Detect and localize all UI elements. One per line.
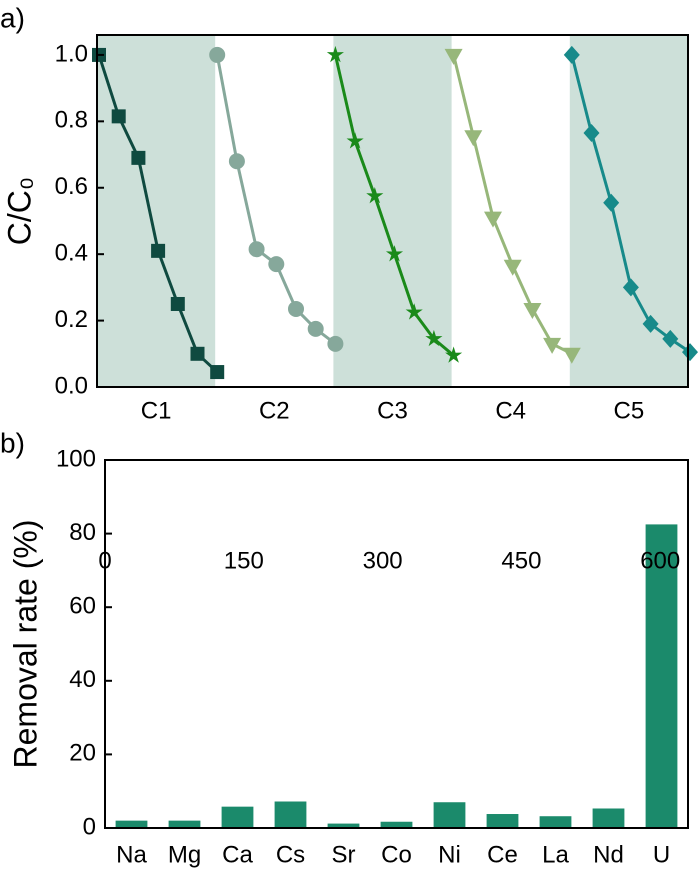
marker: [563, 45, 580, 64]
y-axis-title: Removal rate (%): [7, 520, 43, 769]
marker: [268, 256, 285, 273]
marker: [622, 278, 639, 297]
x2-tick-label: 600: [640, 547, 680, 574]
marker: [326, 45, 344, 63]
marker: [464, 130, 483, 147]
x-tick-label: C5: [614, 397, 645, 424]
marker: [523, 302, 542, 319]
y-tick-label: 0.0: [55, 372, 88, 399]
marker: [503, 259, 522, 276]
plot-frame: [96, 34, 689, 388]
cycle-band: [97, 35, 216, 387]
bar: [433, 802, 466, 828]
y-tick-label: 0.6: [55, 173, 88, 200]
x-tick-label: C4: [495, 397, 526, 424]
bar: [645, 524, 678, 828]
marker: [562, 347, 581, 364]
panel-label: b): [0, 427, 25, 458]
marker: [288, 300, 304, 317]
x2-tick-label: 150: [224, 547, 264, 574]
y-tick-label: 20: [69, 740, 96, 767]
x-tick-label: Ca: [222, 841, 253, 868]
x-tick-label: Ni: [438, 841, 461, 868]
cycle-band: [333, 35, 452, 387]
x-tick-label: C1: [141, 397, 172, 424]
bar: [327, 823, 360, 828]
x-tick-label: Sr: [332, 841, 356, 868]
x-tick-label: Nd: [593, 841, 624, 868]
marker: [405, 303, 423, 320]
y-tick-label: 0: [83, 813, 96, 840]
marker: [603, 193, 620, 212]
y-tick-label: 0.8: [55, 107, 88, 134]
marker: [190, 346, 205, 361]
y-tick-label: 0.2: [55, 306, 88, 333]
plot-frame: [104, 459, 689, 829]
bar: [274, 801, 307, 828]
marker: [682, 343, 698, 362]
x-tick-label: La: [542, 841, 569, 868]
marker: [170, 296, 185, 311]
x-tick-label: U: [653, 841, 670, 868]
marker: [425, 329, 443, 347]
x-tick-label: Na: [116, 841, 147, 868]
marker: [543, 337, 562, 354]
y-tick-label: 0.4: [55, 240, 88, 267]
bar: [539, 816, 572, 828]
marker: [445, 346, 463, 363]
series-line: [452, 54, 573, 356]
x-tick-label: C3: [377, 397, 408, 424]
bar: [486, 814, 519, 828]
x-tick-label: Cs: [276, 841, 305, 868]
marker: [583, 123, 600, 142]
y-tick-label: 60: [69, 593, 96, 620]
x-tick-label: Mg: [168, 841, 201, 868]
marker: [209, 46, 226, 63]
bar: [168, 820, 201, 828]
bar: [592, 808, 625, 828]
y-axis-title: C/C₀: [1, 177, 37, 245]
bar: [115, 820, 148, 828]
cycle-band: [569, 35, 688, 387]
marker: [327, 335, 344, 352]
marker: [346, 132, 364, 149]
marker: [228, 153, 245, 170]
x2-tick-label: 450: [501, 547, 541, 574]
marker: [484, 211, 502, 228]
y-tick-label: 40: [69, 666, 96, 693]
bar: [380, 821, 413, 828]
y-tick-label: 1.0: [55, 40, 88, 67]
marker: [662, 329, 679, 348]
bar: [221, 806, 254, 828]
marker: [366, 187, 384, 204]
marker: [248, 241, 265, 258]
series-line: [215, 54, 337, 346]
marker: [131, 150, 146, 165]
marker: [385, 245, 404, 262]
marker: [111, 109, 126, 124]
marker: [151, 243, 166, 258]
marker: [444, 48, 463, 65]
y-tick-label: 100: [56, 445, 96, 472]
y-tick-label: 80: [69, 519, 96, 546]
x-tick-label: Ce: [487, 841, 518, 868]
marker: [307, 320, 324, 337]
panel-label: a): [0, 2, 25, 33]
marker: [642, 314, 659, 333]
marker: [210, 365, 225, 380]
x-tick-label: C2: [259, 397, 290, 424]
x2-tick-label: 300: [363, 547, 403, 574]
x-tick-label: Co: [381, 841, 412, 868]
